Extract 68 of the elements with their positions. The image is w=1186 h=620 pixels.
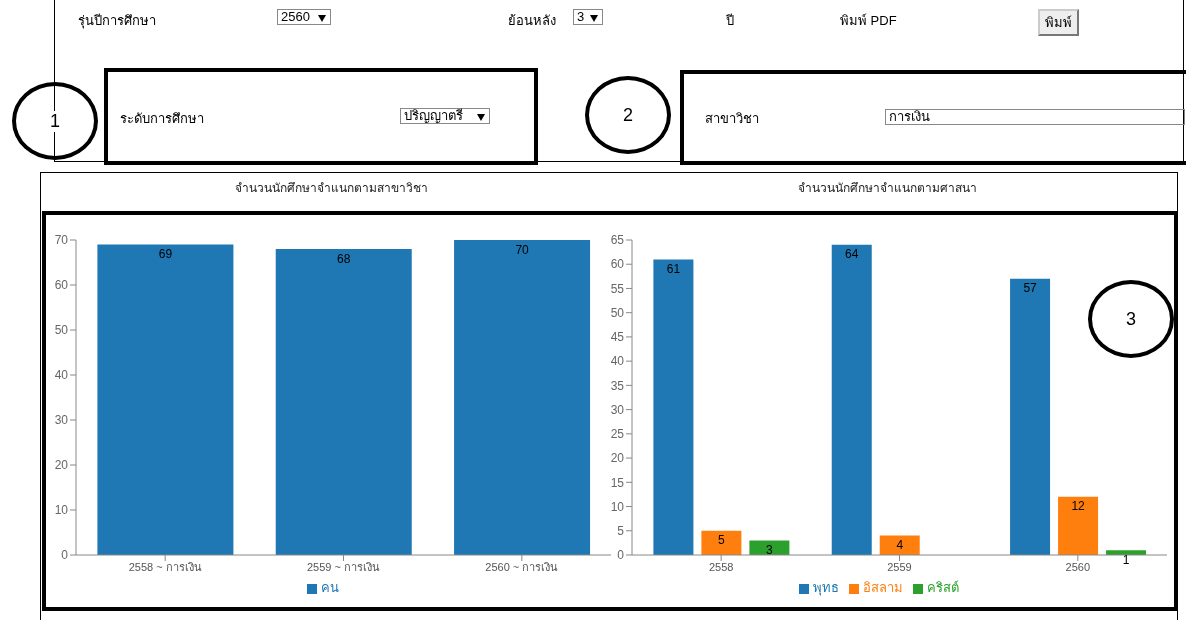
bar (1010, 278, 1051, 555)
y-tick-label: 60 (610, 257, 625, 272)
bar (1058, 496, 1099, 555)
y-tick-label: 55 (610, 281, 625, 296)
text: ระดับการศึกษา (120, 111, 204, 126)
text: พิมพ์ PDF (840, 13, 897, 28)
circle-outline: 2 (585, 76, 671, 154)
y-tick-label: 10 (610, 499, 625, 514)
y-tick-label: 15 (610, 475, 625, 490)
bar (454, 240, 591, 555)
circle-outline: 3 (1088, 280, 1174, 358)
y-tick-label: 40 (54, 368, 69, 383)
data-label: 64 (845, 247, 859, 262)
text: ปริญญาตรี (404, 108, 463, 123)
text: สาขาวิชา (705, 111, 759, 126)
x-tick-label: 2560 ~ การเงิน (485, 560, 559, 573)
text: รุ่นปีการศึกษา (78, 13, 156, 28)
y-tick-label: 65 (610, 233, 625, 248)
chart-title: จำนวนนักศึกษาจำแนกตามศาสนา (797, 180, 978, 197)
legend-label: พุทธ (812, 580, 839, 595)
y-tick-label: 30 (54, 413, 69, 428)
y-tick-label: 5 (617, 524, 625, 539)
legend-label: อิสลาม (862, 580, 903, 595)
y-tick-label: 40 (610, 354, 625, 369)
y-tick-label: 60 (54, 278, 69, 293)
y-tick-label: 10 (54, 503, 69, 518)
y-tick-label: 0 (61, 548, 69, 563)
data-label: 57 (1023, 281, 1038, 296)
data-label: 12 (1071, 499, 1086, 514)
y-tick-label: 70 (54, 233, 69, 248)
data-label: 61 (666, 261, 681, 276)
y-tick-label: 50 (54, 323, 69, 338)
bar (97, 244, 234, 555)
y-tick-label: 35 (610, 378, 625, 393)
x-tick-label: 2559 (887, 560, 912, 573)
circle-outline: 1 (12, 82, 98, 160)
chart-title: จำนวนนักศึกษาจำแนกตามสาขาวิชา (234, 180, 429, 197)
data-label: 3 (766, 542, 774, 557)
y-tick-label: 0 (617, 548, 625, 563)
legend-label: คริสต์ (926, 580, 959, 595)
text: ย้อนหลัง (508, 13, 556, 28)
data-label: 5 (718, 533, 726, 548)
data-label: 69 (158, 247, 173, 262)
data-label: 1 (1122, 552, 1130, 567)
text: การเงิน (889, 109, 930, 124)
x-tick-label: 2558 (708, 560, 734, 573)
bar (275, 249, 412, 555)
text: 2560 (281, 9, 310, 24)
bar (831, 244, 872, 555)
bar (701, 530, 742, 555)
x-tick-label: 2560 (1065, 560, 1091, 573)
x-tick-label: 2558 ~ การเงิน (128, 560, 202, 573)
text: พิมพ์ (1045, 15, 1072, 30)
data-label: 70 (515, 242, 530, 257)
data-label: 4 (896, 538, 904, 553)
y-tick-label: 20 (610, 451, 625, 466)
y-tick-label: 45 (610, 330, 625, 345)
text: ปี (726, 13, 734, 28)
y-tick-label: 50 (610, 305, 625, 320)
y-tick-label: 20 (54, 458, 69, 473)
y-tick-label: 25 (610, 427, 625, 442)
bar (653, 259, 694, 555)
data-label: 68 (337, 251, 351, 266)
annotation: 3 (1122, 308, 1139, 330)
y-tick-label: 30 (610, 402, 625, 417)
x-tick-label: 2559 ~ การเงิน (306, 560, 381, 573)
legend-label: คน (320, 580, 339, 595)
text: 3 (577, 9, 585, 24)
